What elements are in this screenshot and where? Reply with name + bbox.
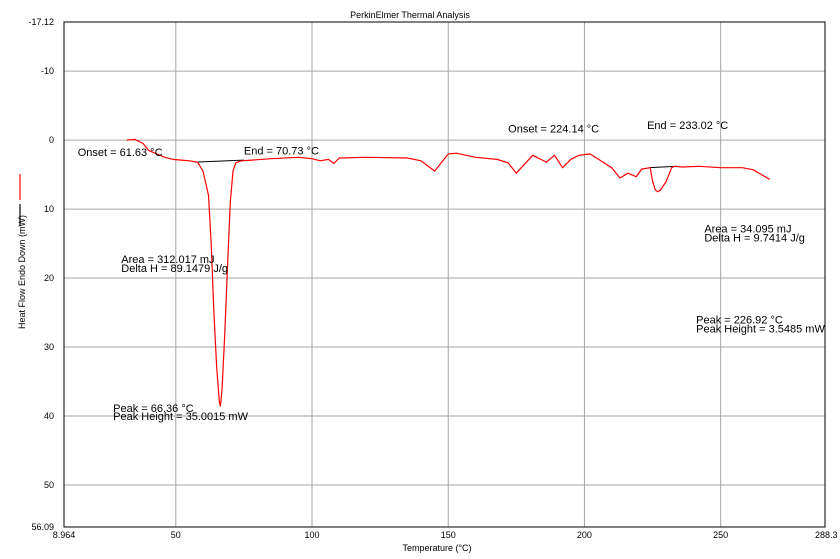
x-tick-label: 200 [577, 530, 592, 540]
x-tick-label: 8.964 [53, 530, 76, 540]
y-tick-label: 56.09 [31, 522, 54, 532]
x-tick-label: 50 [171, 530, 181, 540]
annotation-label: Delta H = 9.7414 J/g [704, 232, 805, 244]
annotation-label: Area = 34.095 mJ [704, 224, 791, 236]
y-tick-label: -10 [41, 66, 54, 76]
annotation-label: Peak = 66.36 °C [113, 403, 194, 415]
y-tick-label: 0 [49, 135, 54, 145]
annotation-label: Area = 312.017 mJ [121, 254, 214, 266]
annotation-label: Peak = 226.92 °C [696, 315, 783, 327]
y-tick-label: -17.12 [28, 17, 54, 27]
annotation-label: Onset = 224.14 °C [508, 124, 599, 136]
baseline-segment [194, 159, 244, 163]
x-axis-label: Temperature (°C) [402, 543, 471, 553]
y-tick-label: 50 [44, 480, 54, 490]
annotation-label: Delta H = 89.1479 J/g [121, 263, 228, 275]
annotation-label: End = 233.02 °C [647, 120, 728, 132]
x-tick-label: 250 [713, 530, 728, 540]
plot-frame [63, 21, 826, 528]
heat-flow-line [126, 138, 771, 407]
x-tick-label: 288.3 [815, 530, 838, 540]
annotation-label: Onset = 61.63 °C [78, 147, 163, 159]
x-tick-label: 150 [441, 530, 456, 540]
baseline-segment [649, 165, 678, 169]
y-axis-label: Heat Flow Endo Down (mW) [17, 215, 27, 329]
y-tick-label: 40 [44, 411, 54, 421]
axis-ticks: 8.964 50 100 150 200 250 288.3 -17.12 -10 0 10 20 30… [28, 17, 837, 540]
annotation-label: Peak Height = 3.5485 mW [696, 324, 825, 336]
annotation-label: Peak Height = 35.0015 mW [113, 411, 248, 423]
y-tick-label: 20 [44, 273, 54, 283]
chart-title: PerkinElmer Thermal Analysis [350, 10, 470, 20]
y-tick-label: 10 [44, 204, 54, 214]
x-tick-label: 100 [304, 530, 319, 540]
annotation-label: End = 70.73 °C [244, 146, 319, 158]
y-tick-label: 30 [44, 342, 54, 352]
